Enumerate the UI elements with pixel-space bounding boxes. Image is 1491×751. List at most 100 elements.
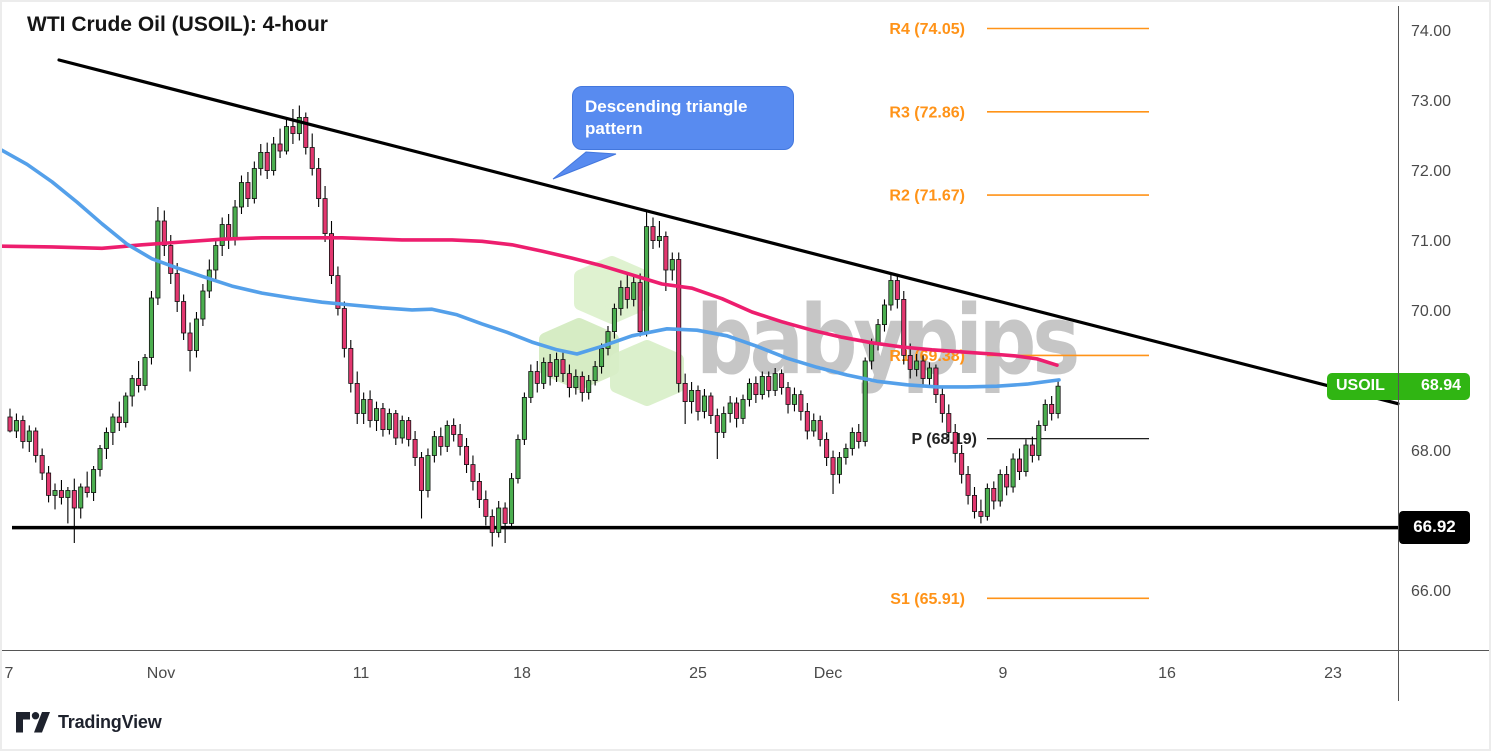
chart-title: WTI Crude Oil (USOIL): 4-hour [27, 13, 328, 36]
candle-up [78, 486, 84, 509]
candle-down [7, 416, 13, 432]
candle-up [862, 360, 868, 442]
candle-up [13, 420, 19, 432]
annotation-callout[interactable]: Descending triangle pattern [572, 86, 794, 150]
candle-down [412, 438, 418, 458]
candle-down [187, 332, 193, 351]
candle-down [856, 431, 862, 442]
watermark-text: babypips [696, 285, 1077, 396]
candle-down [464, 445, 470, 465]
tradingview-attribution[interactable]: TradingView [16, 711, 162, 733]
candle-up [721, 413, 727, 433]
candle-down [457, 434, 463, 447]
support-price-label: 66.92 [1399, 510, 1470, 544]
candle-down [451, 424, 457, 435]
candle-up [881, 304, 887, 326]
candle-up [605, 331, 611, 349]
candle-up [123, 395, 129, 424]
time-tick-label: 16 [1158, 665, 1176, 682]
descending-trendline[interactable] [57, 58, 1400, 406]
candle-up [759, 375, 765, 395]
candle-down [264, 151, 270, 171]
pivot-label: S1 (65.91) [890, 591, 965, 608]
candle-up [515, 438, 521, 479]
candle-down [322, 198, 328, 235]
candle-down [959, 452, 965, 475]
candle-down [766, 375, 772, 391]
pivot-label: R2 (71.67) [889, 188, 965, 205]
annotation-text-line2: pattern [585, 119, 643, 138]
candle-down [1004, 473, 1010, 488]
candle-down [1017, 458, 1023, 473]
candle-up [811, 420, 817, 432]
candle-down [303, 117, 309, 148]
time-tick-label: 7 [4, 665, 14, 682]
candle-up [148, 297, 154, 358]
candle-down [907, 354, 913, 370]
candle-up [997, 473, 1003, 502]
candle-down [714, 415, 720, 433]
price-tick-label: 66.00 [1411, 583, 1452, 600]
candle-up [283, 126, 289, 152]
candle-down [136, 378, 142, 386]
candle-up [200, 290, 206, 320]
candle-up [431, 436, 437, 456]
candle-down [785, 387, 791, 405]
candle-up [509, 478, 515, 524]
tradingview-brand-text: TradingView [58, 711, 162, 732]
candle-down [46, 472, 52, 496]
candle-down [116, 416, 122, 423]
candle-down [708, 395, 714, 417]
candle-down [972, 494, 978, 512]
candle-up [129, 378, 135, 397]
candle-down [579, 375, 585, 393]
candle-down [277, 143, 283, 152]
candle-up [213, 245, 219, 271]
candle-up [251, 168, 257, 200]
price-tick-label: 71.00 [1411, 233, 1452, 250]
candle-up [914, 360, 920, 370]
candle-down [547, 361, 553, 377]
price-tick-label: 68.00 [1411, 443, 1452, 460]
candle-up [258, 151, 264, 169]
candle-down [58, 490, 64, 498]
ma-pink-line [2, 236, 1059, 368]
candle-down [676, 259, 682, 384]
watermark-cube-icon [610, 340, 684, 406]
time-tick-label: 18 [513, 665, 531, 682]
candle-down [804, 410, 810, 432]
candle-up [26, 430, 32, 442]
time-tick-label: Nov [146, 665, 176, 682]
candle-down [695, 389, 701, 412]
candle-up [772, 373, 778, 391]
candle-down [476, 480, 482, 500]
candle-down [946, 413, 952, 433]
time-tick-label: 25 [689, 665, 707, 682]
candle-down [290, 126, 296, 134]
candle-down [534, 371, 540, 384]
symbol-name: USOIL [1336, 377, 1385, 395]
candle-up [1010, 458, 1016, 488]
candle-down [380, 408, 386, 431]
candle-up [836, 457, 842, 475]
candle-up [97, 448, 103, 470]
candle-down [734, 402, 740, 419]
candle-up [1042, 403, 1048, 426]
candle-up [869, 343, 875, 362]
price-tick-label: 74.00 [1411, 23, 1452, 40]
time-axis-border [2, 650, 1489, 651]
time-tick-label: 11 [352, 665, 370, 682]
candle-up [843, 448, 849, 458]
candle-down [419, 457, 425, 491]
candle-down [161, 220, 167, 246]
candle-down [798, 394, 804, 412]
candle-down [991, 487, 997, 502]
candle-down [84, 486, 90, 493]
candle-down [367, 399, 373, 421]
candle-down [817, 420, 823, 440]
candle-down [354, 382, 360, 414]
candle-up [727, 402, 733, 414]
candle-up [689, 389, 695, 402]
price-axis-border [1398, 6, 1399, 701]
